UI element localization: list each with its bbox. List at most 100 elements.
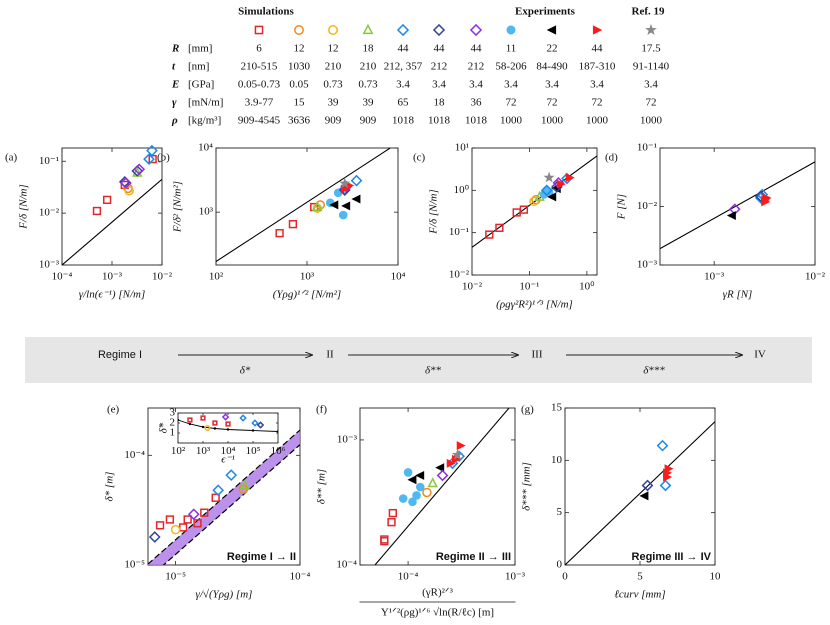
table-cell: 909-4545 [238,115,281,127]
marker-point [540,184,553,197]
marker-point [178,523,188,532]
y-tick-label: 10⁻³ [337,433,358,445]
marker-point [415,470,425,480]
marker-point [641,479,654,492]
x-tick-label: 10³ [196,445,211,457]
legend-marker [592,25,603,35]
marker-point [387,518,396,527]
table-cell: 12 [294,43,305,55]
plot-area [660,161,815,250]
table-cell: 3636 [288,115,311,127]
curve-dot [251,429,255,432]
marker-point [656,439,669,452]
chart-panel: 10² 10³ 10⁴ 10³ 10⁴ (Yρg)¹ᐟ² [N/m²] F/δ² [N/m²… [157,142,406,301]
marker-point [403,468,413,477]
y-tick-label: 10 [551,454,563,466]
band-edge [148,429,300,565]
marker-point [312,201,323,212]
x-tick-label: 10⁴ [221,445,236,457]
y-tick-label: 10⁻⁴ [124,449,145,461]
fit-line [216,148,392,262]
y-tick-label: 10⁻² [39,207,60,219]
x-tick-label: 10⁻⁴ [290,571,311,583]
marker-point [275,229,284,238]
fit-line [565,421,715,565]
table-cell: 212 [431,61,448,73]
marker-point [239,479,251,490]
table-cell: 18 [363,43,375,55]
x-tick-label: 10² [171,445,186,457]
marker-point [200,415,206,421]
marker-point [211,493,220,502]
y-tick-label: 10⁴ [198,142,213,154]
plot-area [565,421,715,565]
marker-point [341,201,351,211]
chart-panel: 10⁻³ 10⁻² 10⁻³ 10⁻² 10⁻¹ γR [N] F [N] (d) [605,142,826,301]
marker-point [408,497,417,507]
table-cell: 65 [398,97,410,109]
chart-panel: 10⁻⁵ 10⁻⁴ 10⁻⁵ 10⁻⁴ γ/√(Yρg) [m] δ* [m] Regime… [104,404,311,601]
row-unit: [mm] [188,43,212,55]
table-cell: 1018 [392,115,415,127]
y-axis-label: δ** [m] [316,469,328,504]
table-cell: 3.4 [396,79,410,91]
row-unit: [kg/m³] [188,115,221,127]
panel-label: (d) [605,152,618,164]
curve-dot [188,422,192,426]
y-axis-label: F/δ [N/m] [428,189,440,235]
marker-point [251,419,259,427]
marker-point [193,519,202,528]
marker-point [212,484,225,497]
y-tick-label: 10⁰ [454,184,470,196]
table-cell: 1000 [500,115,523,127]
legend-marker [469,23,483,37]
marker-point [148,154,157,164]
x-tick-label: 5 [637,571,643,583]
marker-point [451,448,464,460]
fit-line [374,408,510,565]
fit-line [472,155,597,248]
group-header: Experiments [515,6,576,18]
x-axis-label: ϵ⁻¹ [221,454,235,466]
table-cell: 44 [471,43,483,55]
marker-point [239,414,247,422]
panel-label: (a) [5,152,18,164]
x-axis-label: γ/ln(ϵ⁻¹) [N/m] [79,289,145,301]
row-unit: [nm] [188,61,209,73]
table-cell: 3.4 [504,79,518,91]
panel-label: (f) [316,404,327,416]
marker-point [435,463,445,473]
legend-marker [432,23,446,37]
table-cell: 210 [325,61,342,73]
x-tick-label: 10⁵ [246,445,261,457]
plot-area [178,418,278,433]
row-label: t [172,61,176,73]
x-tick-label: 10⁶ [271,445,286,457]
marker-point [143,153,155,165]
table-cell: 909 [325,115,342,127]
y-tick-label: 10³ [199,206,214,218]
chart-panel: 10⁻⁴ 10⁻³ 10⁻⁴ 10⁻³ (γR)²ᐟ³ Y¹ᐟ²(ρg)¹ᐟ⁶ √ln(R… [316,404,526,619]
table-cell: 6 [256,43,262,55]
marker-point [338,210,348,220]
row-unit: [GPa] [188,79,214,91]
y-tick-label: 10¹ [455,142,469,154]
marker-point [120,177,132,189]
band-edge [162,444,300,565]
x-tick-label: 10⁻⁴ [398,571,419,583]
panel-label: (g) [521,404,534,416]
plot-frame [564,407,716,566]
table-cell: 210 [360,61,377,73]
chart-panel: 10⁻² 10⁻¹ 10⁰ 10⁻² 10⁻¹ 10⁰ 10¹ (ρgγ²R²)¹ᐟ³ [N/… [413,142,598,311]
marker-point [543,171,555,183]
table-cell: 72 [547,97,558,109]
legend-marker [506,25,516,35]
marker-point [200,508,209,517]
legend-marker [546,25,557,35]
y-tick-label: 10⁻⁵ [124,559,145,571]
plot-frame [471,147,598,276]
regime-label: IV [754,349,766,361]
x-tick-label: 10⁰ [579,281,595,293]
table-cell: 3.4 [644,79,658,91]
